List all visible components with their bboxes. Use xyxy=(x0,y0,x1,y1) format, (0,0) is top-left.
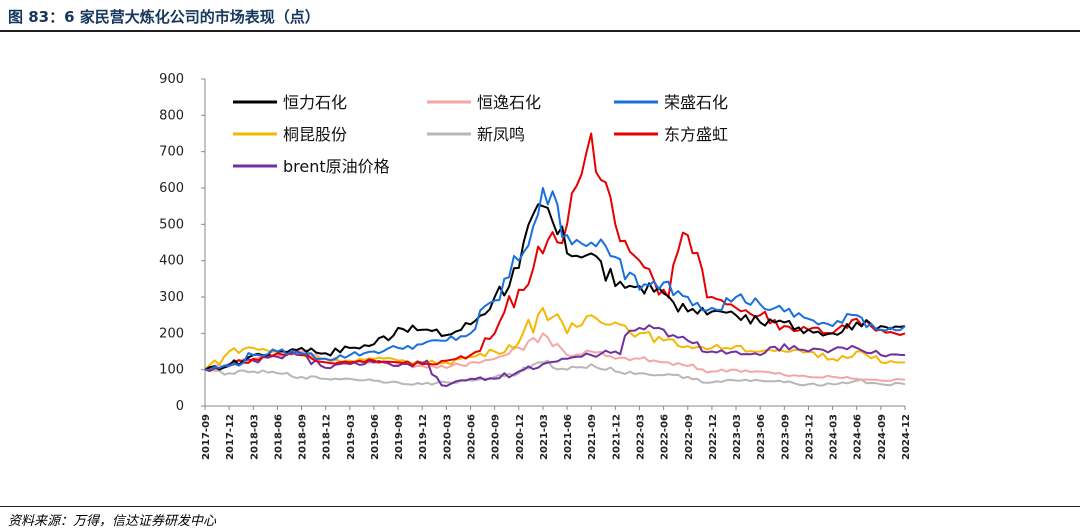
legend-label: brent原油价格 xyxy=(283,157,390,176)
series-line xyxy=(204,359,906,387)
legend-label: 东方盛虹 xyxy=(664,125,728,144)
x-tick-label: 2021-12 xyxy=(611,414,622,460)
x-tick-label: 2023-09 xyxy=(780,414,791,460)
legend-label: 恒逸石化 xyxy=(477,93,541,112)
series-lines xyxy=(204,132,906,387)
y-tick-label: 800 xyxy=(159,108,184,123)
y-tick-label: 600 xyxy=(159,181,184,196)
y-tick-label: 500 xyxy=(159,217,184,232)
axes xyxy=(201,78,906,410)
x-tick-label: 2021-06 xyxy=(563,414,574,460)
x-tick-label: 2024-03 xyxy=(829,414,840,460)
tick-labels: 0 100 200 300 400 500 600 700 800 900 2017-09 2017-… xyxy=(159,72,912,460)
source-note: 资料来源：万得，信达证券研发中心 xyxy=(8,514,217,529)
x-tick-label: 2024-06 xyxy=(853,414,864,460)
legend-label: 荣盛石化 xyxy=(664,93,728,112)
x-tick-label: 2019-09 xyxy=(394,414,405,460)
x-tick-label: 2023-03 xyxy=(732,414,743,460)
x-tick-label: 2017-09 xyxy=(201,414,212,460)
x-tick-label: 2021-09 xyxy=(587,414,598,460)
x-tick-label: 2022-03 xyxy=(635,414,646,460)
x-tick-label: 2019-03 xyxy=(346,414,357,460)
series-line xyxy=(205,324,906,387)
legend-label: 恒力石化 xyxy=(283,93,347,112)
x-tick-label: 2019-12 xyxy=(418,414,429,460)
x-tick-label: 2020-12 xyxy=(515,414,526,460)
x-tick-label: 2024-09 xyxy=(877,414,888,460)
y-tick-label: 400 xyxy=(159,254,184,269)
x-tick-label: 2023-06 xyxy=(756,414,767,460)
y-tick-label: 700 xyxy=(159,145,184,160)
legend-label: 桐昆股份 xyxy=(283,125,347,144)
x-tick-label: 2022-12 xyxy=(708,414,719,460)
x-tick-label: 2022-09 xyxy=(684,414,695,460)
x-tick-label: 2023-12 xyxy=(804,414,815,460)
x-tick-label: 2018-06 xyxy=(273,414,284,460)
y-tick-label: 200 xyxy=(159,326,184,341)
figure-title: 图 83：6 家民营大炼化公司的市场表现（点） xyxy=(8,8,320,26)
x-tick-label: 2019-06 xyxy=(370,414,381,460)
x-tick-label: 2018-12 xyxy=(322,414,333,460)
y-tick-label: 100 xyxy=(159,363,184,378)
series-line xyxy=(204,132,906,372)
x-tick-label: 2020-09 xyxy=(491,414,502,460)
top-rule xyxy=(0,30,1080,32)
x-tick-label: 2020-03 xyxy=(442,414,453,460)
series-line xyxy=(204,187,906,371)
series-line xyxy=(204,203,906,371)
x-tick-label: 2020-06 xyxy=(467,414,478,460)
y-tick-label: 900 xyxy=(159,72,184,87)
legend-label: 新凤鸣 xyxy=(477,125,525,144)
x-tick-label: 2017-12 xyxy=(225,414,236,460)
bottom-rule xyxy=(0,506,1080,507)
y-tick-label: 0 xyxy=(176,399,184,414)
x-tick-label: 2022-06 xyxy=(660,414,671,460)
x-tick-label: 2021-03 xyxy=(539,414,550,460)
x-tick-label: 2024-12 xyxy=(901,414,912,460)
x-tick-label: 2018-09 xyxy=(298,414,309,460)
y-tick-label: 300 xyxy=(159,290,184,305)
x-tick-label: 2018-03 xyxy=(249,414,260,460)
